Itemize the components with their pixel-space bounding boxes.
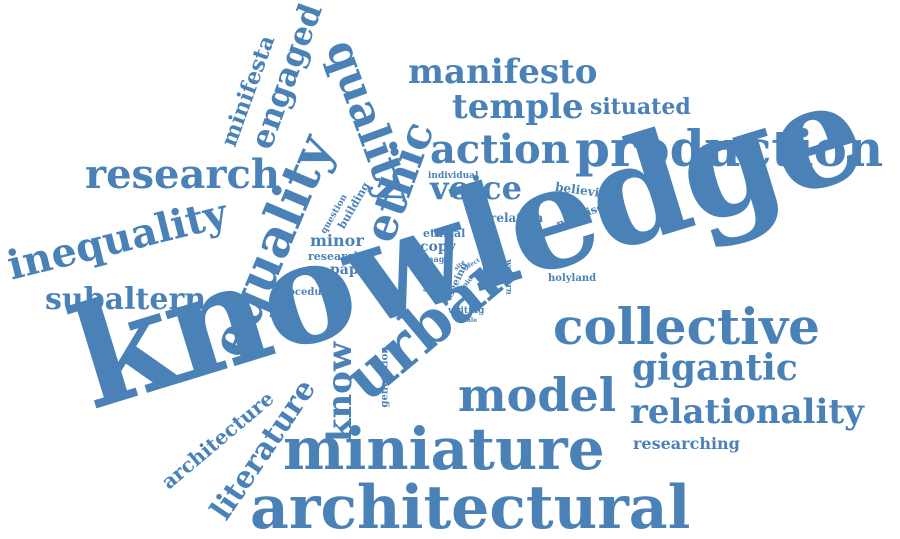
word: collective — [553, 297, 820, 356]
word: action — [430, 126, 570, 173]
word: individual — [428, 171, 479, 181]
word: know — [320, 341, 361, 443]
word: scale — [460, 317, 478, 324]
word: ethical — [423, 227, 466, 240]
word: manifesto — [408, 52, 598, 92]
word: voice — [430, 169, 522, 207]
word: gigantic — [632, 347, 798, 389]
word: procedure — [276, 287, 334, 298]
word: miniature — [283, 415, 605, 483]
word: holyland — [548, 273, 597, 284]
word: relationality — [630, 392, 864, 432]
word: copy — [420, 239, 456, 255]
word: subaltern — [45, 282, 207, 317]
word: situated — [590, 94, 691, 120]
word: architectural — [250, 473, 691, 539]
word: temple — [452, 87, 584, 127]
word: generation — [379, 346, 391, 408]
word: researching — [633, 434, 740, 453]
word: model — [458, 368, 617, 422]
word: relation — [490, 211, 544, 225]
word: writing — [448, 306, 485, 316]
word: image — [422, 254, 450, 264]
word: paper — [330, 262, 375, 278]
word: western — [504, 259, 515, 295]
word: production — [575, 119, 884, 178]
word: minor — [310, 231, 364, 250]
word: research — [85, 151, 280, 198]
word: researcher — [308, 250, 375, 263]
